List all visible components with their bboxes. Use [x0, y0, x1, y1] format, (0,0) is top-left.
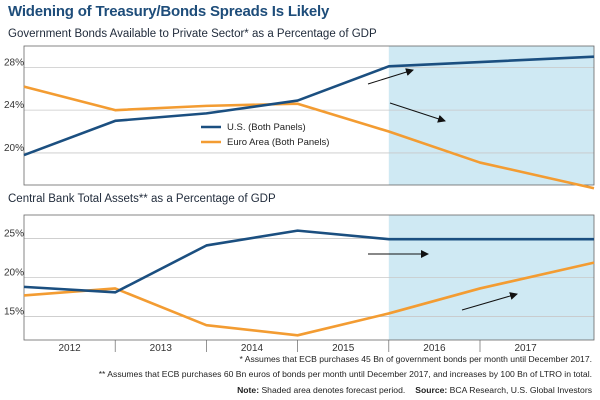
top-y-tick-label: 20%	[4, 143, 24, 154]
bottom-y-tick-label: 25%	[4, 228, 24, 239]
top-forecast-shade	[388, 46, 594, 185]
footnote-2: ** Assumes that ECB purchases 60 Bn euro…	[99, 369, 592, 379]
bottom-panel-title: Central Bank Total Assets** as a Percent…	[8, 193, 276, 205]
x-axis-ticks: 2012 2013 2014 2015 2016 2017	[58, 343, 537, 354]
x-tick-label: 2014	[241, 343, 264, 354]
source-text: BCA Research, U.S. Global Investors	[447, 385, 592, 395]
legend-us-label: U.S. (Both Panels)	[227, 122, 306, 133]
top-us-line	[23, 55, 595, 157]
note-and-source: Note: Shaded area denotes forecast perio…	[237, 385, 592, 395]
x-tick-label: 2013	[150, 343, 173, 354]
top-us-trend-arrow	[367, 68, 414, 85]
legend: U.S. (Both Panels) Euro Area (Both Panel…	[201, 122, 329, 148]
legend-euro-label: Euro Area (Both Panels)	[227, 137, 329, 148]
bottom-y-tick-label: 15%	[4, 307, 24, 318]
source-label: Source:	[415, 385, 447, 395]
top-panel-frame	[23, 45, 595, 186]
x-tick-label: 2017	[514, 343, 537, 354]
top-y-ticks: 20% 24% 28%	[4, 57, 24, 154]
bottom-y-ticks: 15% 20% 25%	[4, 228, 24, 317]
note-text: Shaded area denotes forecast period.	[259, 385, 405, 395]
top-panel-title: Government Bonds Available to Private Se…	[8, 28, 377, 40]
x-tick-label: 2015	[332, 343, 355, 354]
bottom-euro-trend-arrow	[461, 292, 518, 311]
top-y-tick-label: 24%	[4, 100, 24, 111]
bottom-y-tick-label: 20%	[4, 268, 24, 279]
x-tick-label: 2012	[58, 343, 81, 354]
bottom-year-dividers	[114, 340, 481, 352]
top-euro-area-line	[23, 85, 595, 190]
bottom-panel-frame	[23, 214, 595, 341]
top-euro-trend-arrow	[389, 102, 446, 123]
top-y-tick-label: 28%	[4, 57, 24, 68]
bottom-us-line	[23, 229, 594, 294]
x-tick-label: 2016	[423, 343, 446, 354]
bottom-panel: 15% 20% 25% 2012 2013 2014 2015 2016 201…	[4, 214, 595, 354]
top-panel: 20% 24% 28% U.S. (Both Panels) Euro Area…	[4, 45, 595, 190]
footnote-1: * Assumes that ECB purchases 45 Bn of go…	[239, 354, 592, 364]
page-title: Widening of Treasury/Bonds Spreads Is Li…	[8, 3, 330, 20]
bottom-euro-area-line	[23, 261, 595, 337]
note-label: Note:	[237, 385, 259, 395]
